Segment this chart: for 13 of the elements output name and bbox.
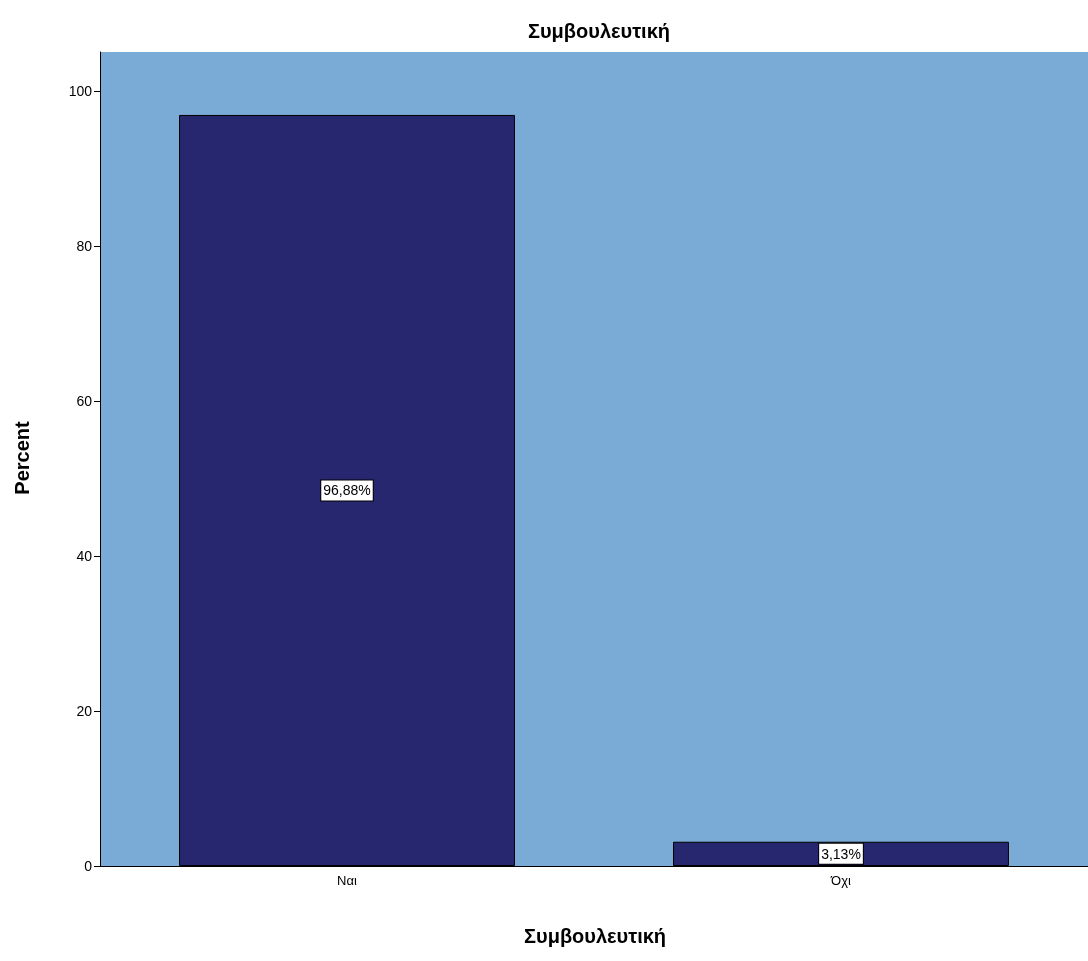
y-tick-label: 20 bbox=[76, 702, 93, 719]
y-tick-label: 100 bbox=[68, 82, 93, 99]
y-tick-label: 40 bbox=[76, 547, 93, 564]
x-axis-title: Συμβουλευτική bbox=[524, 925, 667, 947]
chart-title: Συμβουλευτική bbox=[527, 20, 671, 42]
y-tick-label: 80 bbox=[76, 237, 93, 254]
data-label: 96,88% bbox=[323, 482, 371, 499]
x-tick-label: Ναι bbox=[337, 873, 358, 888]
y-tick-label: 0 bbox=[84, 858, 93, 874]
x-tick-label: Όχι bbox=[830, 873, 851, 888]
y-tick-label: 60 bbox=[76, 392, 93, 409]
y-axis-title: Percent bbox=[11, 420, 33, 495]
data-label: 3,13% bbox=[821, 845, 861, 862]
